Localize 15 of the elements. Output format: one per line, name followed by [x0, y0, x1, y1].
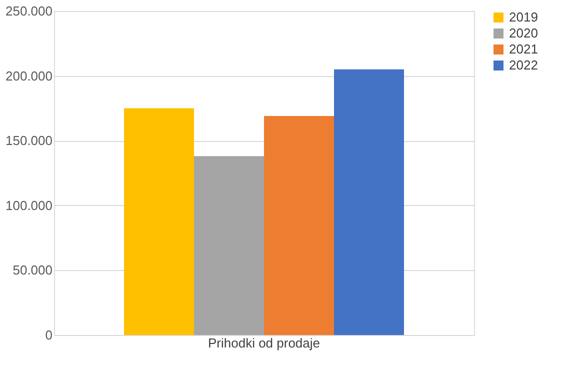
- legend-label: 2021: [509, 42, 538, 56]
- legend-label: 2022: [509, 58, 538, 72]
- y-tick-label: 0: [45, 328, 52, 342]
- bar: [124, 108, 194, 335]
- y-tick-label: 250.000: [6, 4, 52, 18]
- x-tick-label: Prihodki od prodaje: [208, 336, 320, 350]
- y-tick-label: 50.000: [12, 262, 52, 278]
- bar: [194, 156, 264, 335]
- bar: [264, 116, 334, 335]
- legend-label: 2020: [509, 26, 538, 40]
- bar: [334, 69, 404, 335]
- y-tick-label: 150.000: [6, 133, 52, 148]
- y-tick-label: 200.000: [6, 68, 52, 84]
- y-tick-label: 100.000: [6, 198, 52, 213]
- legend-label: 2019: [509, 10, 538, 24]
